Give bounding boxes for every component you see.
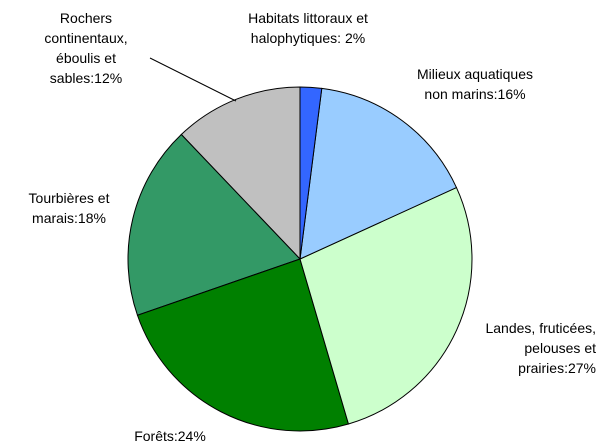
slice-label: Habitats littoraux et halophytiques: 2% <box>248 10 368 46</box>
slice-label: Milieux aquatiques non marins:16% <box>417 66 533 102</box>
pie-slice <box>299 87 458 260</box>
slice-label: Tourbières et marais:18% <box>28 190 110 226</box>
pie-slice <box>127 133 301 316</box>
slice-label: Forêts:24% <box>134 428 206 444</box>
pie-slice <box>299 186 473 425</box>
pie-slice <box>180 86 301 261</box>
slice-label: Rochers continentaux, éboulis et sables:… <box>44 10 128 86</box>
slice-label: Landes, fruticées, pelouses et prairies:… <box>485 320 596 376</box>
pie-slice <box>136 258 350 432</box>
leader-line <box>149 57 237 102</box>
pie-slice <box>299 86 323 260</box>
